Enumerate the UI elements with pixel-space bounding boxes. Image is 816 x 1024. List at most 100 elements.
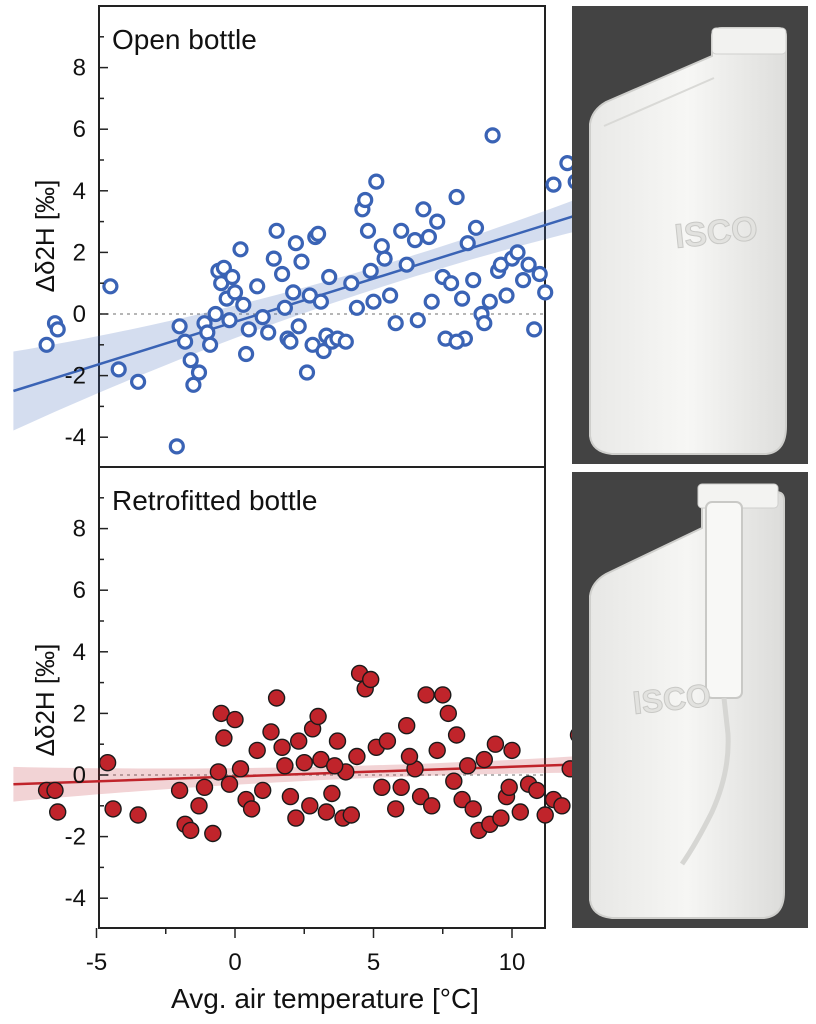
data-point (274, 265, 291, 283)
data-point (503, 741, 521, 760)
data-point (417, 686, 435, 704)
data-point (281, 787, 300, 806)
y-axis-label-retrofitted: Δδ2H [‰] (30, 644, 60, 757)
drain-hose (679, 697, 731, 866)
data-point (486, 735, 505, 753)
x-axis-label: Avg. air temperature [°C] (171, 983, 479, 1014)
data-point (343, 275, 360, 292)
data-point (190, 364, 208, 381)
data-point (104, 800, 122, 818)
data-point (464, 800, 482, 818)
data-point (168, 438, 185, 455)
open-bottle-illustration: ISCO (589, 27, 787, 455)
data-point (312, 293, 329, 310)
data-point (321, 268, 338, 286)
data-point (559, 155, 572, 172)
open-bottle-photo: ISCO (572, 6, 808, 464)
data-point (398, 717, 416, 735)
data-point (267, 689, 286, 707)
panel-title-open: Open bottle (112, 24, 257, 55)
data-point (260, 324, 277, 341)
data-point (481, 293, 498, 310)
data-point (443, 275, 460, 292)
data-point (398, 256, 415, 273)
data-point (498, 287, 515, 304)
data-point (49, 803, 67, 821)
data-point (249, 278, 266, 295)
data-point (224, 268, 241, 286)
data-point (475, 750, 493, 769)
data-point (553, 797, 571, 815)
inner-tube (705, 501, 743, 699)
x-tick-label: 0 (228, 949, 241, 976)
data-point (231, 760, 250, 778)
data-point (220, 775, 239, 793)
data-point (254, 781, 272, 800)
data-points-retrofitted (37, 664, 572, 843)
data-point (528, 781, 546, 800)
y-tick-label: -2 (65, 363, 86, 390)
data-point (500, 778, 518, 796)
panel-title-retrofitted: Retrofitted bottle (112, 485, 317, 516)
data-point (295, 754, 313, 772)
data-point (195, 778, 214, 796)
data-point (484, 127, 501, 144)
confidence-band-area (13, 200, 572, 431)
data-point (110, 361, 127, 378)
y-tick-label: 0 (73, 762, 86, 789)
y-axis-ticks: 8 6 4 2 0 -2 -4 (65, 36, 108, 451)
data-point (411, 787, 430, 806)
y-tick-label: 8 (73, 516, 86, 543)
data-point (415, 201, 432, 218)
data-point (242, 800, 261, 818)
y-tick-label: 0 (73, 301, 86, 328)
data-point (454, 290, 471, 307)
y-axis-label-open: Δδ2H [‰] (30, 180, 60, 293)
retrofitted-bottle-photo: ISCO (572, 472, 808, 928)
data-point (342, 806, 360, 824)
data-point (467, 219, 485, 236)
data-point (423, 797, 441, 815)
data-point (98, 754, 117, 772)
data-point (387, 800, 405, 818)
data-point (536, 806, 554, 824)
data-point (526, 321, 543, 338)
data-point (182, 352, 199, 369)
open-bottle-panel: 8 6 4 2 0 -2 -4 Open bottle Δδ2H [‰] (13, 5, 572, 468)
data-point (420, 228, 437, 246)
data-point (511, 803, 529, 821)
data-point (348, 747, 366, 766)
y-tick-label: 6 (73, 116, 86, 143)
data-point (492, 809, 510, 827)
data-point (46, 781, 64, 800)
data-point (569, 729, 572, 741)
data-point (392, 778, 410, 796)
data-point (373, 778, 391, 796)
data-point (448, 333, 465, 350)
y-tick-label: -4 (65, 885, 86, 912)
data-point (317, 803, 336, 821)
data-point (337, 333, 354, 350)
data-point (362, 670, 380, 689)
data-point (181, 821, 200, 840)
data-point (301, 797, 319, 815)
data-point (238, 345, 255, 363)
x-tick-label: 10 (499, 949, 526, 976)
data-point (448, 188, 465, 206)
data-point (531, 265, 548, 283)
data-points-open (38, 127, 572, 455)
data-point (298, 364, 316, 381)
data-point (130, 373, 147, 390)
data-point (202, 336, 219, 353)
data-point (129, 806, 147, 824)
data-point (309, 707, 327, 726)
data-point (368, 173, 385, 190)
data-point (545, 176, 562, 193)
data-point (221, 312, 238, 329)
data-point (49, 321, 66, 338)
data-point (285, 284, 302, 301)
data-point (476, 315, 493, 332)
data-point (382, 287, 399, 304)
data-point (439, 704, 457, 723)
